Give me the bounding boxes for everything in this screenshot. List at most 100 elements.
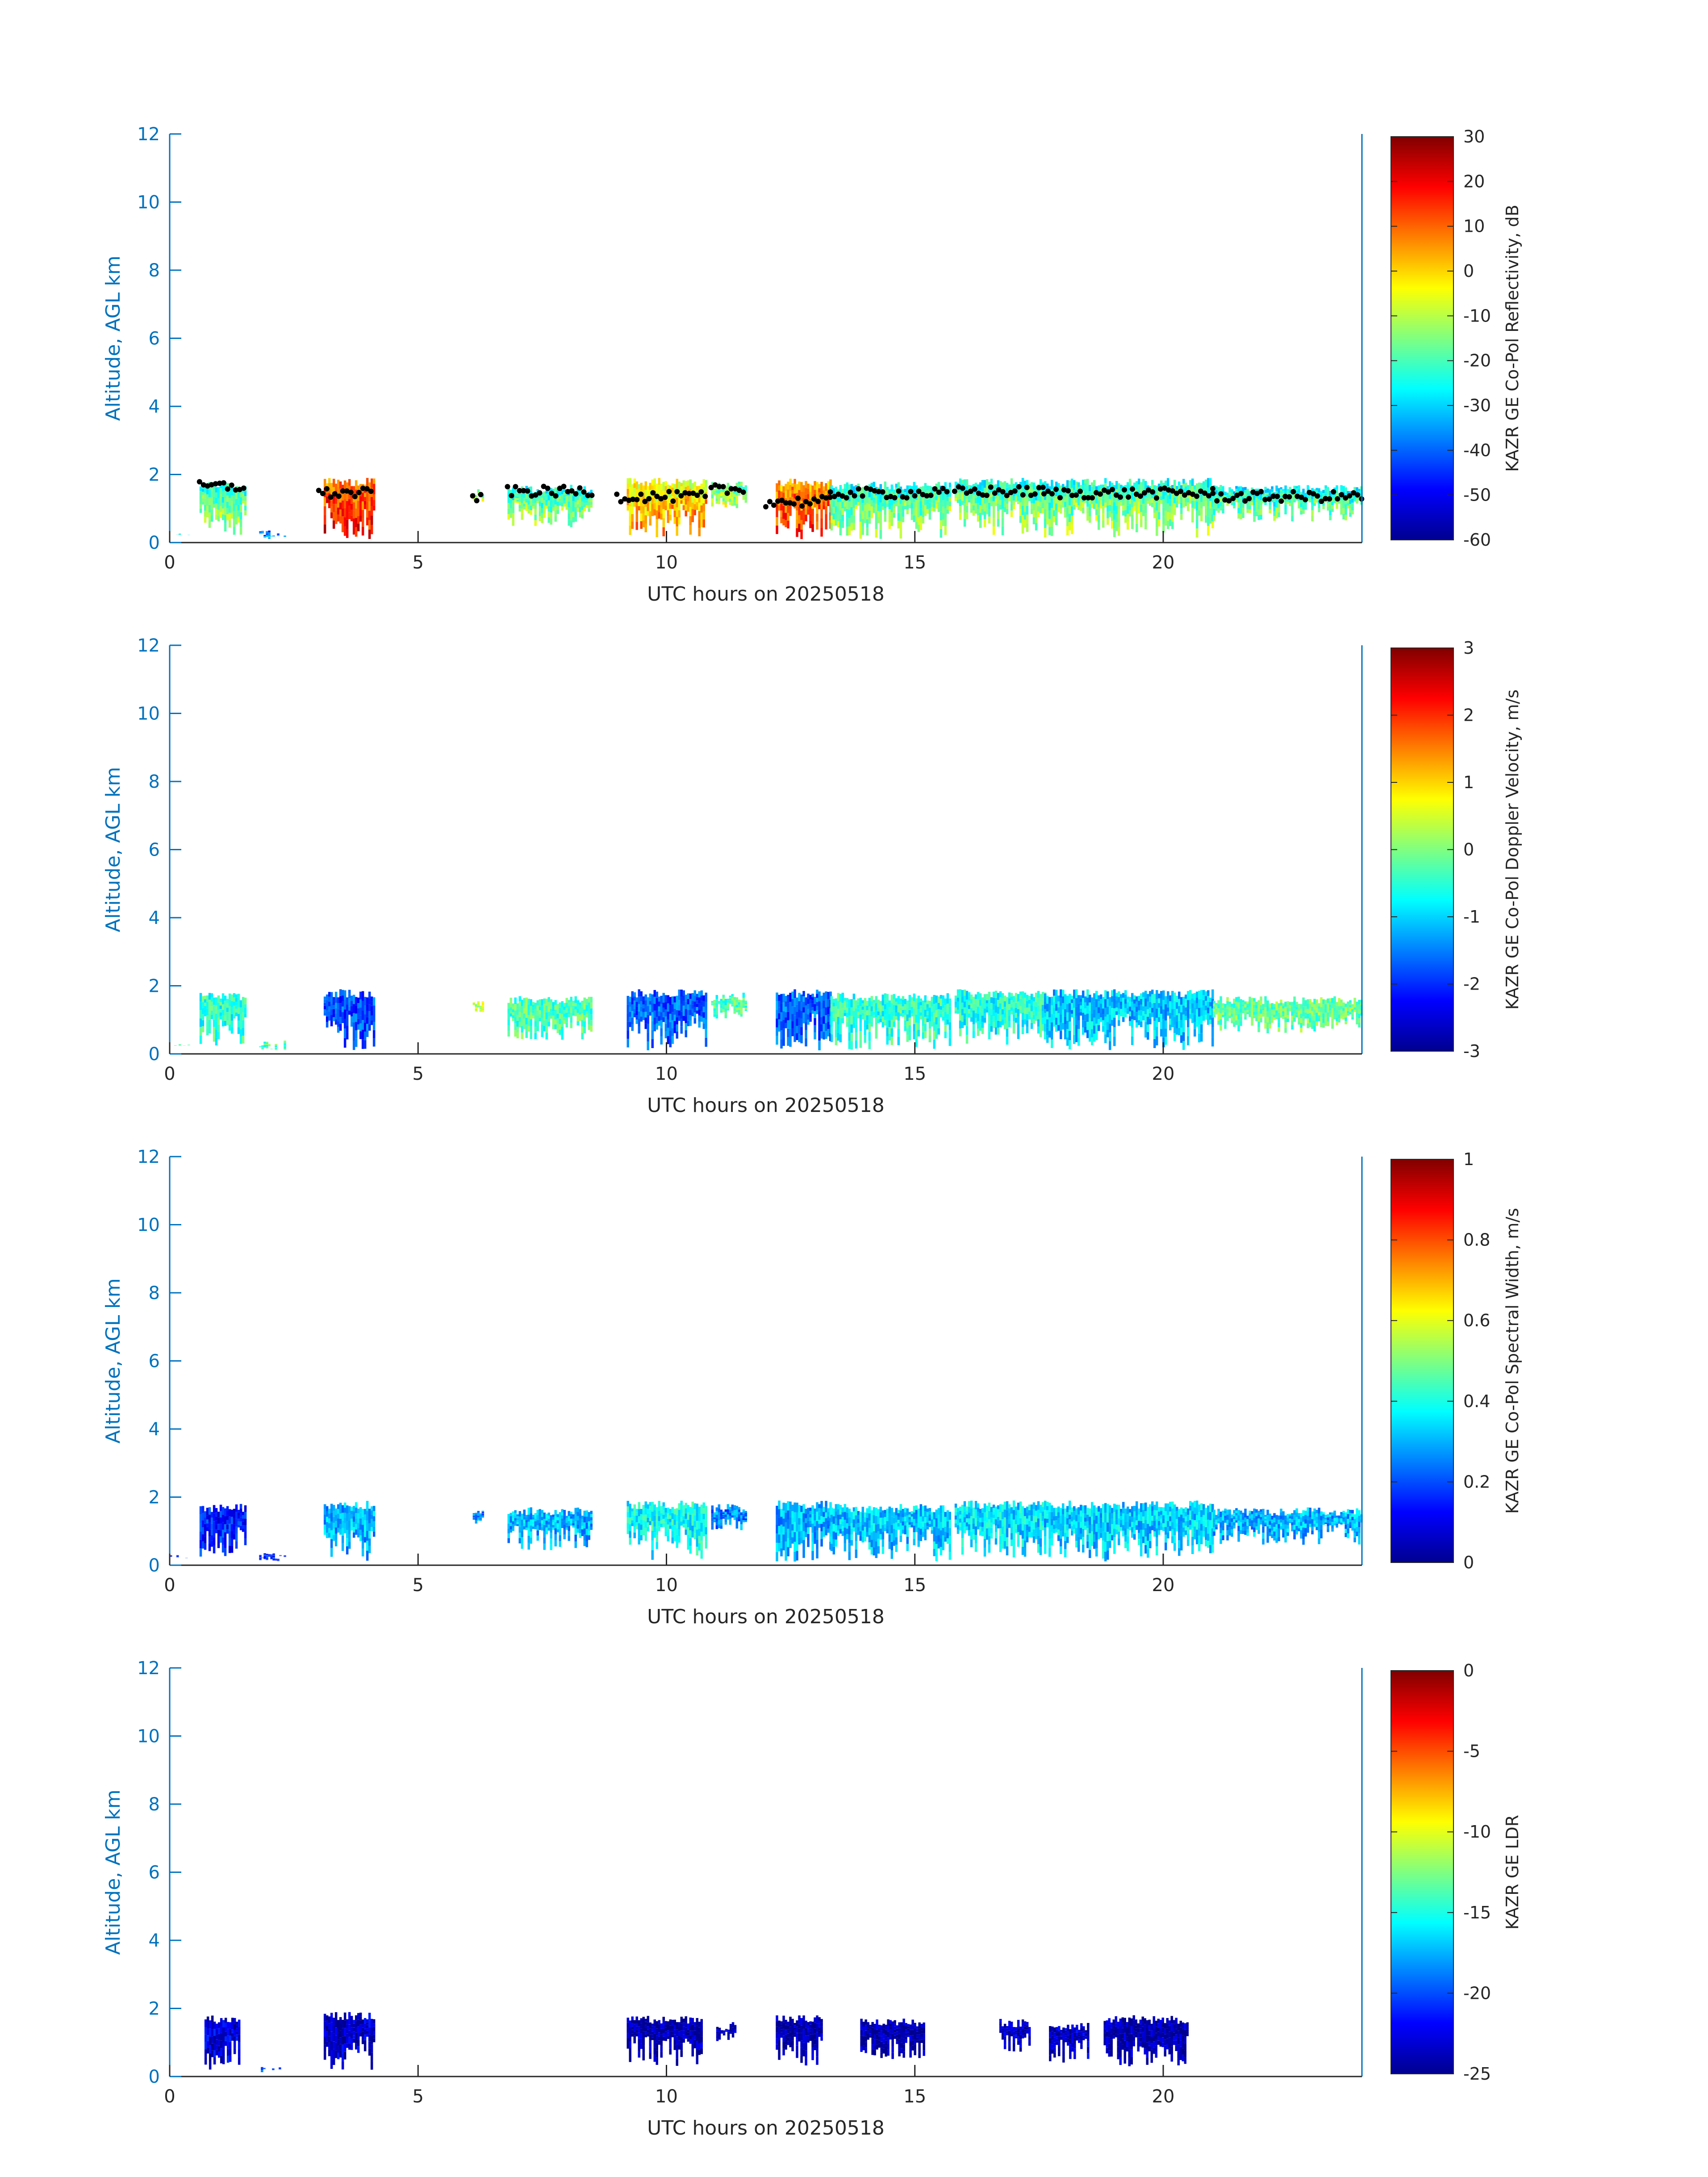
heat-cell — [852, 1016, 856, 1023]
heat-cell — [785, 1001, 787, 1007]
heat-cell — [647, 501, 649, 506]
heat-cell — [776, 1010, 778, 1019]
heat-cell — [647, 491, 649, 496]
heat-cell — [1060, 998, 1062, 1006]
heat-cell — [667, 995, 669, 1003]
heat-cell — [516, 496, 519, 498]
heat-cell — [780, 1030, 783, 1040]
heat-cell — [233, 527, 236, 535]
heat-cell — [1266, 493, 1269, 495]
heat-cell — [937, 1009, 940, 1016]
heat-cell — [870, 512, 873, 518]
heat-cell — [711, 1004, 714, 1006]
heat-cell — [676, 1003, 678, 1010]
heat-cell — [1358, 489, 1361, 491]
heat-cell — [1271, 486, 1274, 489]
heat-cell — [990, 1020, 993, 1026]
heat-cell — [213, 490, 216, 493]
heat-cell — [631, 484, 634, 492]
heat-cell — [1032, 503, 1036, 510]
heat-cell — [890, 485, 894, 492]
heat-cell — [825, 483, 827, 491]
heat-cell — [332, 1013, 335, 1017]
heat-cell — [1271, 499, 1274, 502]
heat-cell — [1284, 500, 1287, 505]
heat-cell — [1131, 500, 1134, 507]
heat-cell — [527, 999, 530, 1004]
heat-cell — [561, 1027, 564, 1033]
cloud-base-point — [1278, 498, 1284, 504]
heat-cell — [334, 497, 338, 504]
heat-cell — [968, 497, 971, 500]
heat-cell — [850, 484, 853, 492]
heat-cell — [1124, 1008, 1127, 1013]
heat-cell — [1064, 496, 1067, 502]
heat-cell — [933, 1013, 936, 1022]
heat-cell — [1342, 486, 1345, 492]
heat-cell — [899, 1013, 902, 1016]
heat-cell — [514, 997, 517, 1004]
heat-cell — [823, 506, 825, 510]
heat-cell — [678, 503, 681, 510]
heat-cell — [1149, 1007, 1152, 1013]
heat-cell — [1194, 993, 1196, 1000]
heat-cell — [547, 511, 550, 518]
heat-cell — [780, 1012, 783, 1021]
heat-cell — [1153, 513, 1156, 518]
heat-cell — [780, 517, 783, 523]
cloud-base-point — [1020, 492, 1026, 498]
heat-cell — [332, 495, 335, 504]
heat-cell — [629, 516, 631, 526]
cloud-base-point — [196, 479, 202, 485]
heat-cell — [1051, 508, 1053, 518]
heat-cell — [631, 499, 634, 507]
heat-cell — [1012, 505, 1015, 509]
heat-cell — [700, 1011, 703, 1017]
heat-cell — [1001, 482, 1004, 491]
heat-cell — [820, 995, 823, 1003]
cloud-base-point — [844, 495, 849, 501]
heat-cell — [825, 1023, 827, 1031]
heat-cell — [802, 518, 805, 525]
heat-cell — [956, 499, 960, 503]
heat-cell — [924, 1031, 927, 1038]
heat-cell — [731, 500, 734, 503]
heat-cell — [368, 1024, 371, 1031]
heat-cell — [1053, 989, 1056, 996]
heat-cell — [848, 493, 851, 501]
heat-cell — [992, 518, 995, 526]
heat-cell — [890, 1020, 894, 1028]
heat-cell — [972, 494, 975, 500]
heat-cell — [696, 490, 698, 494]
heat-cell — [818, 1011, 821, 1021]
heat-cell — [1111, 498, 1114, 506]
heat-cell — [1187, 506, 1190, 511]
heat-cell — [1030, 1011, 1033, 1017]
heat-cell — [512, 1018, 514, 1021]
heat-cell — [1051, 498, 1053, 508]
heat-cell — [1153, 501, 1156, 507]
heat-cell — [1182, 997, 1185, 1006]
heat-cell — [811, 516, 814, 524]
heat-cell — [1017, 1016, 1020, 1024]
heat-cell — [917, 524, 920, 532]
heat-cell — [1162, 1009, 1165, 1019]
heat-cell — [825, 506, 827, 514]
heat-cell — [1228, 492, 1231, 495]
heat-cell — [1129, 1016, 1132, 1021]
heat-cell — [530, 1006, 532, 1013]
heat-cell — [825, 1031, 827, 1039]
heat-cell — [1158, 498, 1161, 505]
colorbar-tick-label: -50 — [1463, 485, 1491, 505]
colorbar-tick-label: -30 — [1463, 396, 1491, 415]
heat-cell — [561, 498, 564, 503]
heat-cell — [1100, 496, 1102, 501]
heat-cell — [832, 1006, 835, 1010]
heat-cell — [1069, 1012, 1071, 1022]
cloud-base-point — [839, 493, 845, 499]
heat-cell — [1249, 506, 1251, 510]
heat-cell — [261, 1046, 264, 1048]
heat-cell — [228, 999, 231, 1006]
heat-cell — [1315, 490, 1318, 493]
heat-cell — [848, 1024, 851, 1032]
